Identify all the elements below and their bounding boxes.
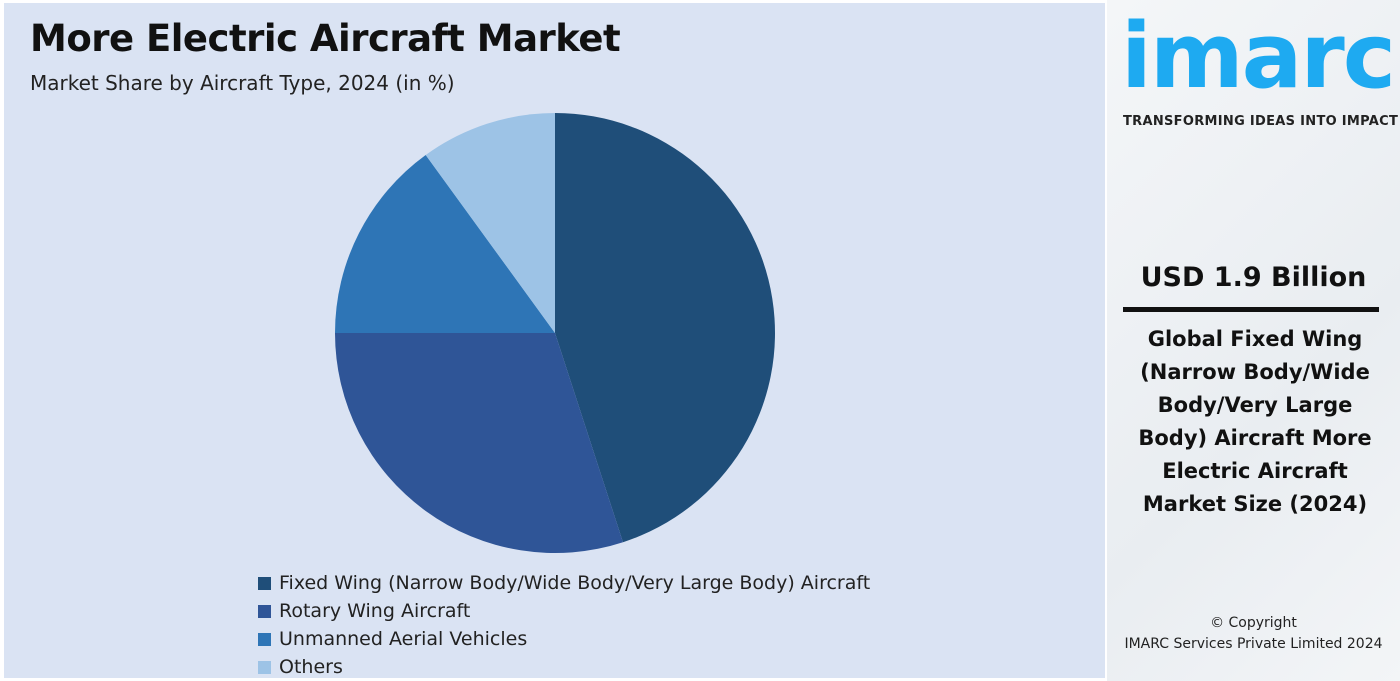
pie-slice-1 xyxy=(555,113,775,543)
legend-item: Rotary Wing Aircraft xyxy=(258,597,870,625)
market-value: USD 1.9 Billion xyxy=(1140,262,1367,293)
chart-subtitle: Market Share by Aircraft Type, 2024 (in … xyxy=(30,71,455,95)
legend-item: Others xyxy=(258,653,870,681)
imarc-logo: imarc xyxy=(1121,4,1396,109)
legend-swatch xyxy=(258,632,271,646)
copyright-line-1: © Copyright xyxy=(1210,615,1297,631)
pie-slice-3 xyxy=(335,155,555,333)
chart-title: More Electric Aircraft Market xyxy=(30,17,621,60)
pie-slice-2 xyxy=(334,333,623,553)
copyright: © Copyright IMARC Services Private Limit… xyxy=(1107,613,1400,655)
pie-chart xyxy=(334,113,775,553)
chart-panel: More Electric Aircraft Market Market Sha… xyxy=(4,3,1105,678)
legend-swatch xyxy=(258,660,271,674)
legend-label: Fixed Wing (Narrow Body/Wide Body/Very L… xyxy=(279,572,871,594)
legend-swatch xyxy=(258,576,271,590)
legend-item: Unmanned Aerial Vehicles xyxy=(258,625,870,653)
pie-slice-4 xyxy=(425,113,555,333)
copyright-line-2: IMARC Services Private Limited 2024 xyxy=(1124,636,1383,652)
legend-label: Rotary Wing Aircraft xyxy=(279,600,471,622)
legend-label: Others xyxy=(279,656,343,678)
market-description: Global Fixed Wing (Narrow Body/Wide Body… xyxy=(1138,327,1372,516)
sidebar: imarc TRANSFORMING IDEAS INTO IMPACT USD… xyxy=(1107,0,1400,681)
legend-item: Fixed Wing (Narrow Body/Wide Body/Very L… xyxy=(258,569,870,597)
tagline: TRANSFORMING IDEAS INTO IMPACT xyxy=(1123,114,1399,129)
legend-swatch xyxy=(258,604,271,618)
legend: Fixed Wing (Narrow Body/Wide Body/Very L… xyxy=(258,569,870,681)
legend-label: Unmanned Aerial Vehicles xyxy=(279,628,528,650)
divider xyxy=(1123,307,1379,312)
